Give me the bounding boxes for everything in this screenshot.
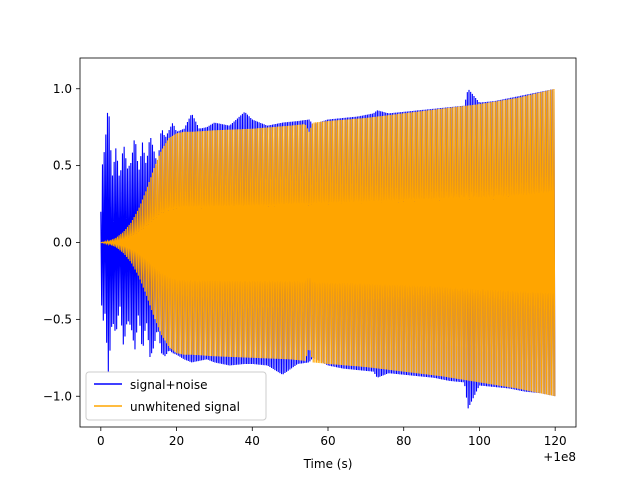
x-axis-ticks: 0 20 40 60 80 100 120 (97, 427, 567, 448)
legend: signal+noise unwhitened signal (85, 371, 267, 421)
x-tick-label: 120 (544, 434, 567, 448)
x-tick-label: 80 (396, 434, 411, 448)
y-tick-label: 0.5 (53, 159, 72, 173)
x-tick-label: 0 (97, 434, 105, 448)
x-tick-label: 100 (468, 434, 491, 448)
x-axis-label: Time (s) (303, 457, 353, 471)
y-tick-label: −0.5 (43, 312, 72, 326)
x-axis-offset-label: +1e8 (543, 450, 576, 464)
legend-label-unwhitened-signal: unwhitened signal (130, 400, 240, 414)
x-tick-label: 20 (169, 434, 184, 448)
legend-box (85, 371, 267, 421)
x-tick-label: 60 (320, 434, 335, 448)
y-axis-ticks: −1.0 −0.5 0.0 0.5 1.0 (43, 82, 80, 403)
y-tick-label: −1.0 (43, 389, 72, 403)
y-tick-label: 1.0 (53, 82, 72, 96)
x-tick-label: 40 (245, 434, 260, 448)
legend-label-signal-noise: signal+noise (130, 378, 207, 392)
series-line-1 (100, 89, 556, 397)
series-layer (100, 88, 556, 409)
y-tick-label: 0.0 (53, 236, 72, 250)
